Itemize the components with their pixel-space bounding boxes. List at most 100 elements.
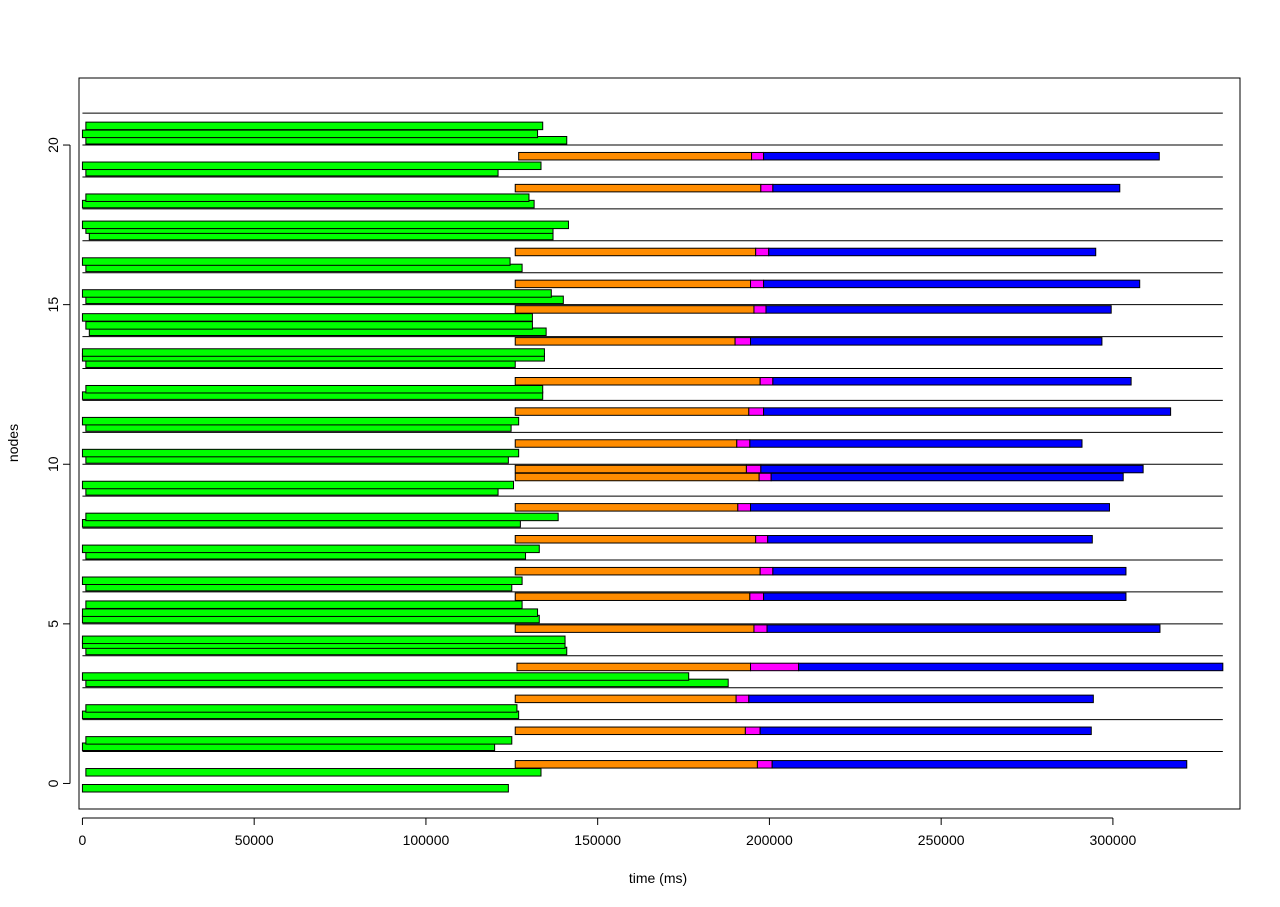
reduce-bar: [763, 279, 1141, 289]
shuffle-bar: [514, 439, 738, 448]
reduce-bar: [763, 151, 1160, 161]
plot-frame: [78, 77, 1241, 810]
shuffle-bar: [514, 726, 746, 736]
sort-bar: [737, 503, 752, 512]
x-tick-label: 0: [79, 832, 87, 848]
sort-bar: [748, 407, 765, 416]
map-bar: [81, 257, 511, 266]
map-bar: [81, 576, 523, 586]
reduce-bar: [770, 472, 1124, 482]
reduce-bar: [772, 566, 1127, 576]
shuffle-bar: [514, 624, 755, 633]
sort-bar: [751, 151, 765, 161]
reduce-bar: [750, 337, 1103, 346]
reduce-bar: [771, 760, 1188, 769]
sort-bar: [759, 566, 774, 576]
sort-bar: [753, 305, 767, 314]
sort-bar: [759, 377, 774, 386]
shuffle-bar: [514, 247, 757, 257]
shuffle-bar: [514, 592, 751, 601]
shuffle-bar: [518, 151, 753, 161]
sort-bar: [734, 337, 752, 346]
reduce-bar: [763, 407, 1172, 416]
map-bar: [85, 193, 530, 202]
shuffle-bar: [514, 183, 762, 193]
map-bar: [81, 608, 539, 617]
sort-bar: [753, 624, 768, 633]
reduce-bar: [748, 694, 1094, 704]
sort-bar: [755, 247, 770, 257]
shuffle-bar: [514, 760, 758, 769]
map-bar: [81, 784, 509, 793]
x-tick-label: 100000: [403, 832, 450, 848]
y-tick-label: 20: [45, 137, 61, 153]
reduce-bar: [765, 305, 1112, 314]
y-tick-label: 0: [45, 779, 61, 787]
map-bar: [81, 416, 520, 426]
x-tick-label: 200000: [746, 832, 793, 848]
map-bar: [85, 121, 544, 131]
map-bar: [81, 220, 569, 230]
map-bar: [85, 704, 518, 713]
x-axis: 0 50000 100000 150000 200000 250000 300000: [79, 817, 1137, 848]
map-bar: [81, 480, 515, 490]
sort-bar: [755, 535, 769, 544]
x-tick-label: 50000: [235, 832, 274, 848]
shuffle-bar: [514, 305, 755, 314]
map-bar: [81, 635, 566, 645]
sort-bar: [750, 662, 800, 672]
map-bar: [81, 448, 520, 458]
map-bar: [81, 313, 533, 322]
map-bar: [85, 512, 559, 522]
sort-bar: [735, 694, 750, 704]
sort-bar: [750, 279, 765, 289]
task-bars: [81, 121, 1224, 793]
reduce-bar: [763, 592, 1127, 601]
reduce-bar: [750, 503, 1110, 512]
sort-bar: [756, 760, 773, 769]
x-tick-label: 250000: [918, 832, 965, 848]
shuffle-bar: [514, 566, 761, 576]
y-axis-label: nodes: [5, 424, 21, 462]
x-tick-label: 300000: [1090, 832, 1137, 848]
shuffle-bar: [514, 503, 739, 512]
map-bar: [85, 736, 513, 745]
map-bar: [85, 384, 544, 394]
sort-bar: [745, 464, 762, 474]
reduce-bar: [760, 464, 1144, 474]
sort-bar: [744, 726, 761, 736]
shuffle-bar: [514, 377, 761, 386]
y-tick-label: 10: [45, 456, 61, 472]
reduce-bar: [766, 624, 1161, 633]
node-separator-lines: [82, 112, 1223, 753]
shuffle-bar: [514, 337, 736, 346]
map-bar: [81, 289, 552, 298]
reduce-bar: [772, 183, 1121, 193]
map-bar: [81, 129, 539, 139]
shuffle-bar: [516, 662, 752, 672]
reduce-bar: [767, 535, 1093, 544]
x-axis-label: time (ms): [629, 870, 687, 886]
shuffle-bar: [514, 279, 752, 289]
map-bar: [81, 672, 690, 681]
reduce-bar: [749, 439, 1083, 448]
y-axis: 0 5 10 15 20: [45, 137, 71, 787]
y-tick-label: 5: [45, 620, 61, 628]
shuffle-bar: [514, 694, 737, 704]
map-bar: [85, 600, 523, 609]
sort-bar: [736, 439, 751, 448]
sort-bar: [758, 472, 772, 482]
sort-bar: [749, 592, 765, 601]
shuffle-bar: [514, 464, 747, 474]
shuffle-bar: [514, 407, 750, 416]
shuffle-bar: [514, 472, 760, 482]
reduce-bar: [768, 247, 1097, 257]
shuffle-bar: [514, 535, 757, 544]
reduce-bar: [772, 377, 1132, 386]
map-bar: [81, 544, 540, 554]
map-bar: [81, 161, 542, 171]
map-bar: [85, 768, 542, 777]
x-tick-label: 150000: [574, 832, 621, 848]
reduce-bar: [759, 726, 1092, 736]
